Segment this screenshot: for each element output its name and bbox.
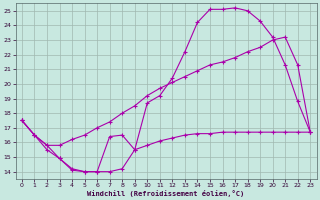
X-axis label: Windchill (Refroidissement éolien,°C): Windchill (Refroidissement éolien,°C) bbox=[87, 190, 245, 197]
